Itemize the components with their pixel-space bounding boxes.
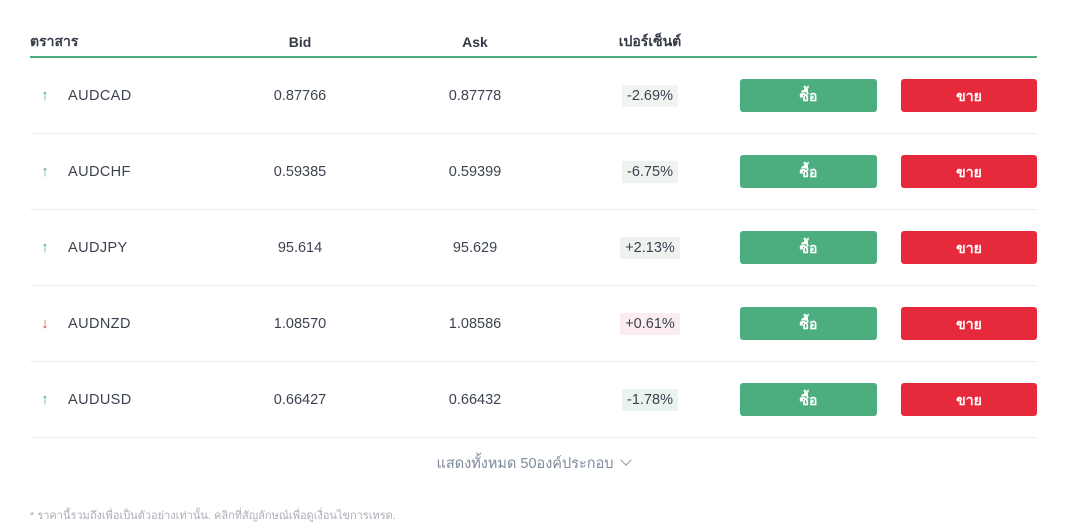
trend-arrow-icon: ↑ <box>41 239 49 256</box>
ask-value: 0.59399 <box>448 163 502 180</box>
bid-value: 0.59385 <box>273 163 327 180</box>
buy-button[interactable]: ซื้อ <box>740 231 877 264</box>
trend-arrow-icon: ↓ <box>41 315 49 332</box>
bid-value: 0.66427 <box>273 391 327 408</box>
table-row: ↑ AUDJPY 95.614 95.629 +2.13% ซื้อ ขาย <box>30 210 1037 286</box>
percent-change: -1.78% <box>622 388 678 411</box>
show-all-row: แสดงทั้งหมด 50องค์ประกอบ <box>30 438 1037 488</box>
ask-value: 0.87778 <box>448 87 502 104</box>
ask-value: 0.66432 <box>448 391 502 408</box>
table-row: ↑ AUDUSD 0.66427 0.66432 -1.78% ซื้อ ขาย <box>30 362 1037 438</box>
sell-button[interactable]: ขาย <box>901 231 1037 264</box>
table-row: ↑ AUDCAD 0.87766 0.87778 -2.69% ซื้อ ขาย <box>30 58 1037 134</box>
column-header-ask: Ask <box>462 34 488 50</box>
show-all-label: แสดงทั้งหมด 50องค์ประกอบ <box>436 455 614 472</box>
chevron-down-icon <box>620 454 633 466</box>
sell-button[interactable]: ขาย <box>901 155 1037 188</box>
trend-arrow-icon: ↑ <box>41 163 49 180</box>
instrument-symbol[interactable]: AUDCAD <box>68 87 132 104</box>
table-row: ↑ AUDCHF 0.59385 0.59399 -6.75% ซื้อ ขาย <box>30 134 1037 210</box>
instrument-symbol[interactable]: AUDCHF <box>68 163 131 180</box>
show-all-button[interactable]: แสดงทั้งหมด 50องค์ประกอบ <box>436 452 633 475</box>
percent-change: +2.13% <box>620 236 680 259</box>
column-header-bid: Bid <box>288 34 312 50</box>
table-row: ↓ AUDNZD 1.08570 1.08586 +0.61% ซื้อ ขาย <box>30 286 1037 362</box>
disclaimer-footnote: * ราคานี้รวมถึงเพื่อเป็นตัวอย่างเท่านั้น… <box>30 510 396 522</box>
sell-button[interactable]: ขาย <box>901 383 1037 416</box>
bid-value: 1.08570 <box>273 315 327 332</box>
trend-arrow-icon: ↑ <box>41 87 49 104</box>
percent-change: -2.69% <box>622 84 678 107</box>
percent-change: +0.61% <box>620 312 680 335</box>
trend-arrow-icon: ↑ <box>41 391 49 408</box>
quotes-table: ตราสาร Bid Ask เปอร์เซ็นต์ ↑ AUDCAD 0.87… <box>30 0 1037 524</box>
instrument-symbol[interactable]: AUDNZD <box>68 315 131 332</box>
sell-button[interactable]: ขาย <box>901 307 1037 340</box>
table-header-row: ตราสาร Bid Ask เปอร์เซ็นต์ <box>30 28 1037 58</box>
sell-button[interactable]: ขาย <box>901 79 1037 112</box>
instrument-symbol[interactable]: AUDJPY <box>68 239 128 256</box>
column-header-percent: เปอร์เซ็นต์ <box>618 33 682 49</box>
percent-change: -6.75% <box>622 160 678 183</box>
bid-value: 95.614 <box>277 239 323 256</box>
buy-button[interactable]: ซื้อ <box>740 383 877 416</box>
buy-button[interactable]: ซื้อ <box>740 155 877 188</box>
buy-button[interactable]: ซื้อ <box>740 307 877 340</box>
ask-value: 1.08586 <box>448 315 502 332</box>
column-header-instrument: ตราสาร <box>30 33 79 49</box>
ask-value: 95.629 <box>452 239 498 256</box>
instrument-symbol[interactable]: AUDUSD <box>68 391 132 408</box>
buy-button[interactable]: ซื้อ <box>740 79 877 112</box>
bid-value: 0.87766 <box>273 87 327 104</box>
